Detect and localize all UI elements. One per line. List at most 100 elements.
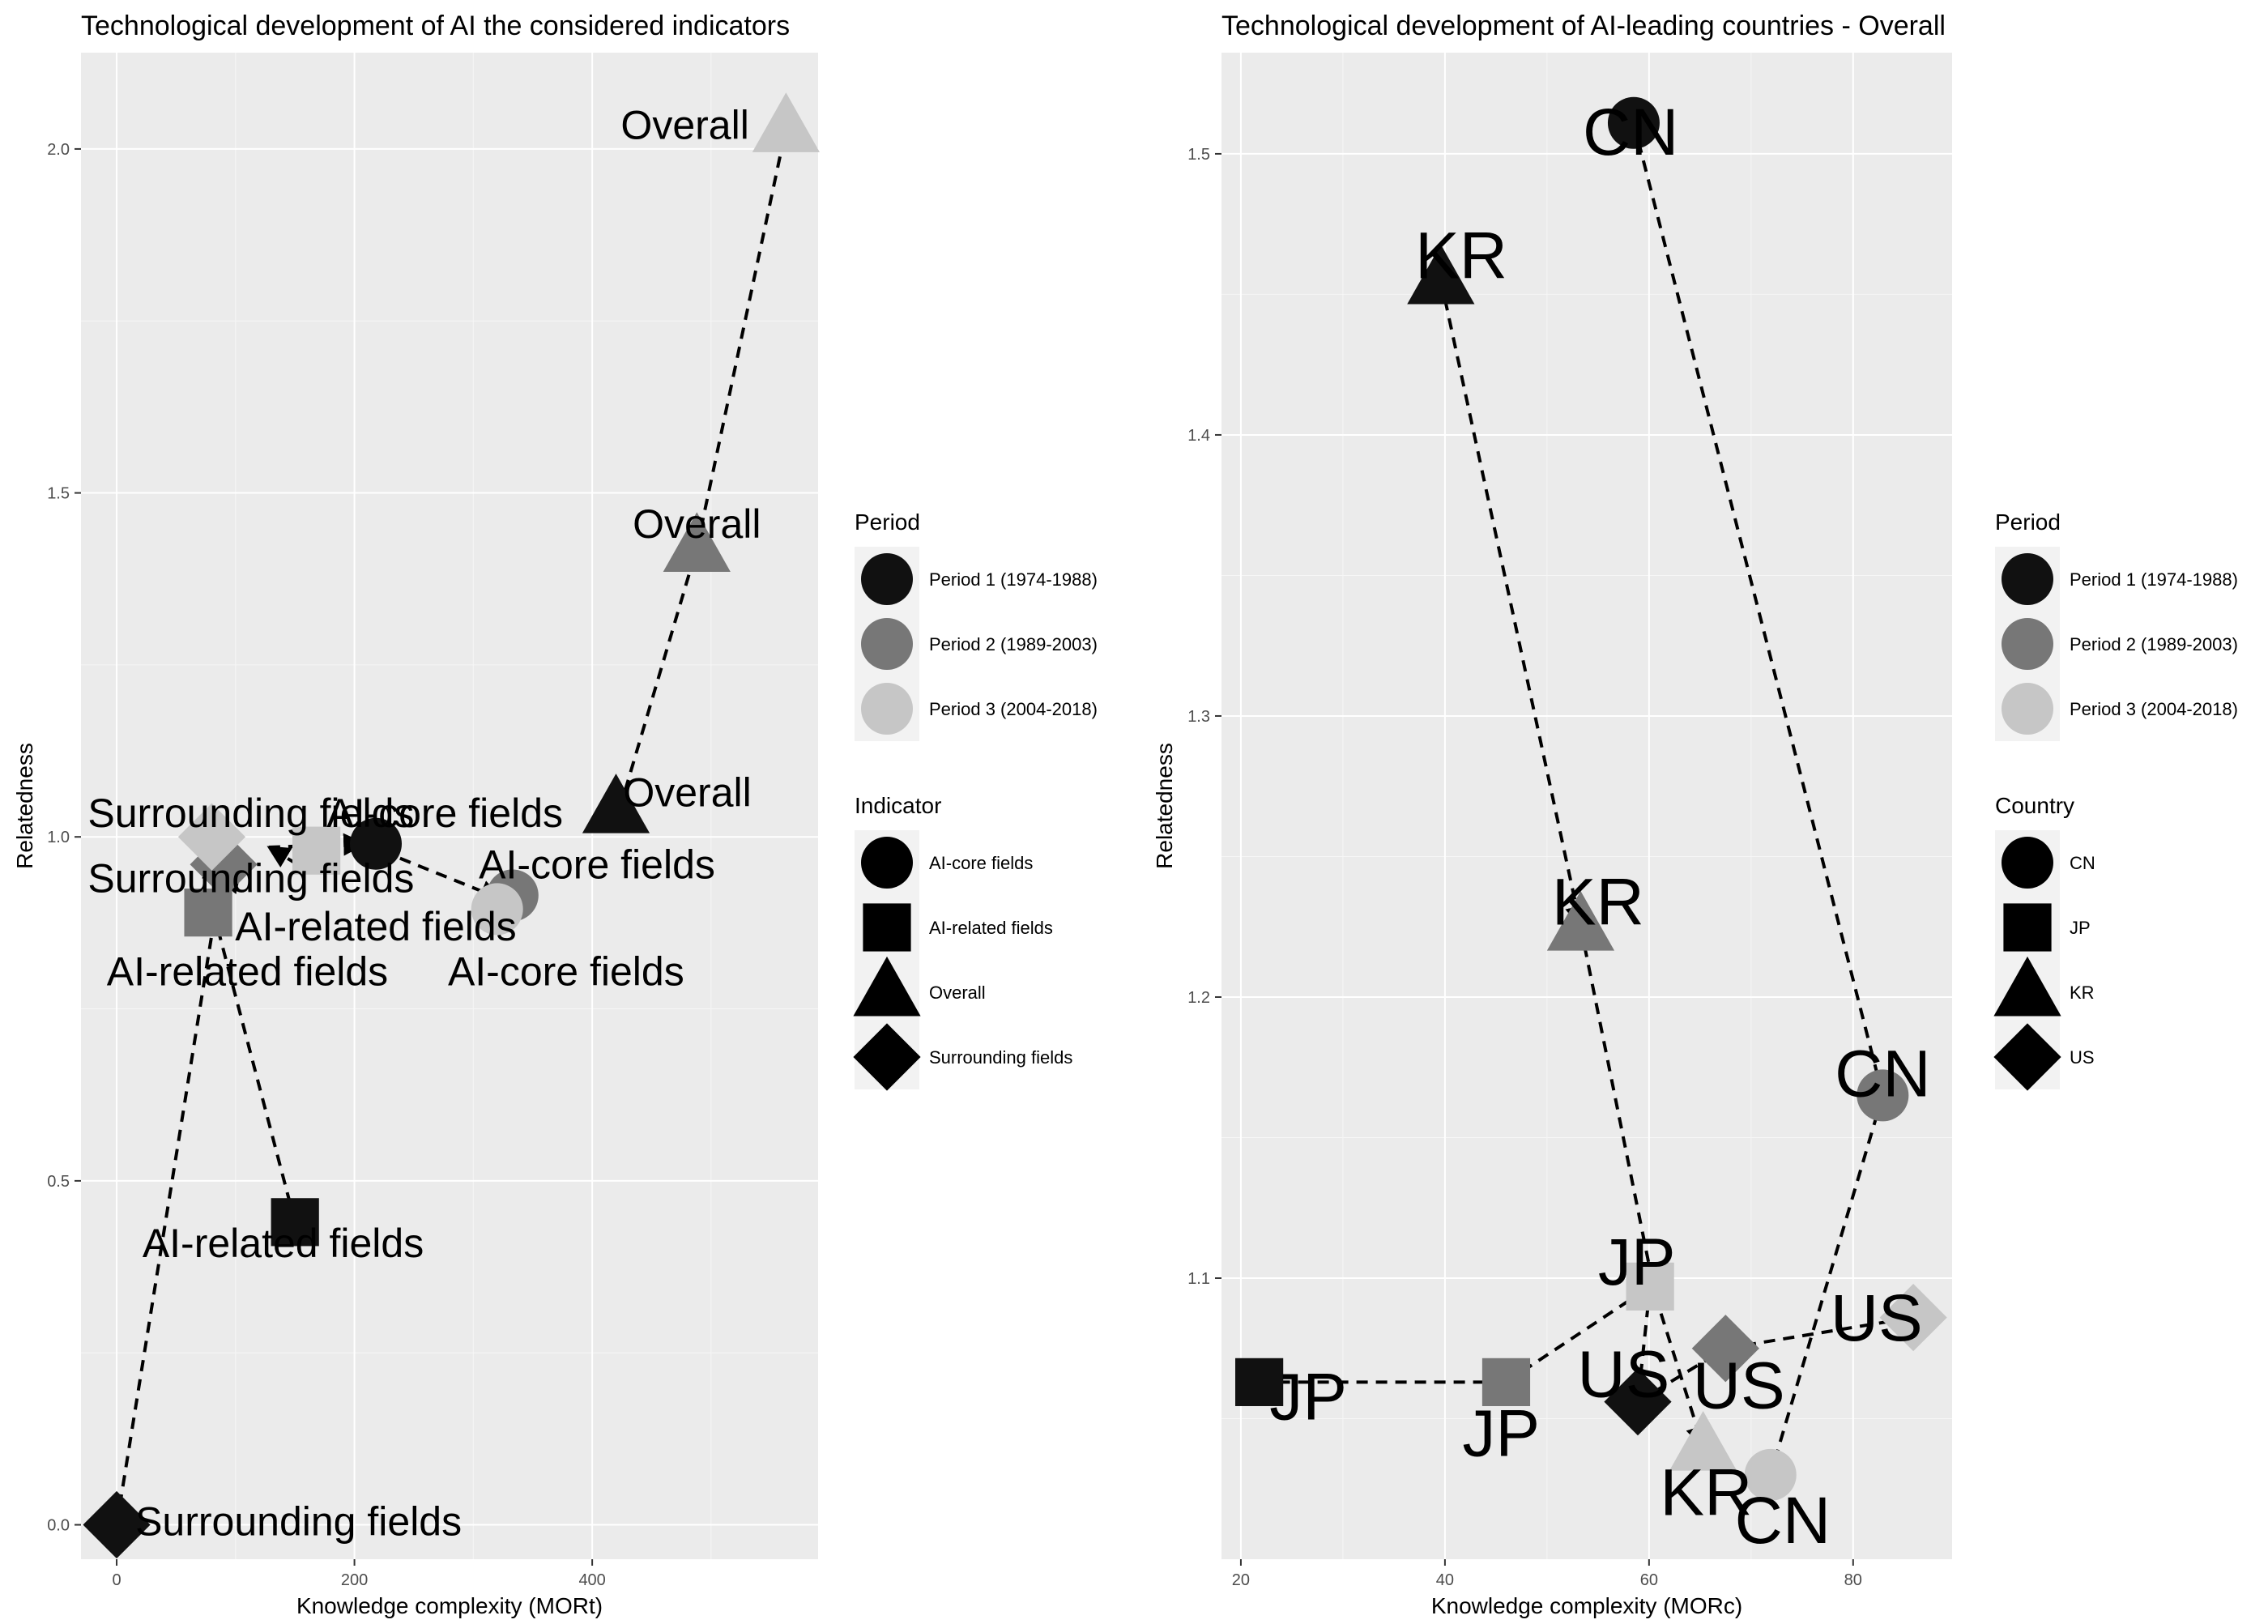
legend-label-shape: US (2070, 1047, 2095, 1068)
y-tick-label: 1.5 (47, 485, 70, 503)
point-label: Surrounding fields (87, 791, 414, 836)
legend-label-shape: Overall (929, 982, 986, 1003)
legend-key-period (861, 553, 913, 605)
legend-label-period: Period 3 (2004-2018) (2070, 699, 2238, 719)
data-point-surrounding-fields (177, 803, 246, 871)
legend-key-triangle (1993, 956, 2061, 1017)
point-label: Surrounding fields (135, 1499, 462, 1545)
legend-label-shape: AI-core fields (929, 853, 1033, 873)
x-tick-label: 20 (1232, 1571, 1250, 1589)
trajectory-arrow (1725, 1309, 1916, 1350)
x-tick-label: 400 (578, 1571, 605, 1589)
point-label: CN (1735, 1484, 1831, 1558)
data-point-cn (1857, 1069, 1909, 1122)
data-point-cn (1607, 96, 1660, 149)
legend-label-period: Period 1 (1974-1988) (2070, 569, 2238, 590)
legend-key-circle (2002, 837, 2053, 889)
x-tick-label: 200 (341, 1571, 368, 1589)
data-point-kr (1407, 244, 1475, 305)
data-point-us (1691, 1315, 1759, 1383)
legend: Period Period 1 (1974-1988) Period 2 (1989… (853, 509, 1098, 1091)
data-point-ai-related-fields (184, 889, 232, 937)
point-label: JP (1269, 1360, 1347, 1434)
point-label: AI-related fields (107, 948, 388, 994)
point-label: KR (1552, 866, 1644, 940)
y-tick-label: 1.3 (1187, 708, 1210, 726)
data-point-overall (752, 92, 820, 152)
point-label: KR (1660, 1456, 1752, 1529)
trajectory-arrow (1765, 1094, 1885, 1477)
trajectory-arrow (1439, 279, 1588, 929)
trajectory-arrow (1505, 1285, 1652, 1384)
data-point-jp (1235, 1358, 1284, 1406)
legend-key-diamond (1993, 1023, 2061, 1091)
legend-title-shape: Indicator (855, 793, 941, 818)
axis-ticks: 20 40 60 80 1.1 1.2 1.3 1.4 1.5 (1187, 146, 1862, 1589)
data-point-ai-core-fields (350, 817, 402, 870)
legend-key-period (2002, 618, 2053, 670)
x-tick-label: 80 (1844, 1571, 1862, 1589)
legend-key-square (863, 903, 911, 952)
y-axis-title: Relatedness (12, 743, 37, 869)
trajectory-arrows (1259, 122, 1916, 1477)
data-point-ai-related-fields (271, 1198, 319, 1247)
x-axis-title: Knowledge complexity (MORc) (1431, 1593, 1742, 1618)
data-point-jp (1481, 1358, 1531, 1406)
legend-key-period (861, 683, 913, 735)
y-tick-label: 1.4 (1187, 427, 1210, 445)
point-labels: Surrounding fields Surrounding fields Surr… (87, 103, 761, 1545)
y-axis-title: Relatedness (1152, 743, 1177, 869)
point-label: AI-core fields (326, 791, 563, 836)
legend-key-square (2003, 903, 2052, 952)
legend-key-period (2002, 683, 2053, 735)
legend-label-shape: Surrounding fields (929, 1047, 1072, 1068)
legend-label-shape: CN (2070, 853, 2095, 873)
y-tick-label: 1.1 (1187, 1270, 1210, 1288)
point-label: US (1577, 1338, 1669, 1412)
trajectory-arrow (1653, 1294, 1708, 1449)
y-tick-label: 2.0 (47, 141, 70, 159)
data-point-ai-core-fields (471, 883, 523, 936)
point-label: CN (1835, 1037, 1930, 1110)
data-point-overall (582, 774, 650, 833)
data-point-kr (1669, 1411, 1737, 1471)
data-point-ai-related-fields (292, 826, 341, 875)
point-label: AI-core fields (448, 948, 684, 994)
legend-title-shape: Country (1995, 793, 2074, 818)
trajectory-arrow (1632, 122, 1889, 1098)
x-tick-label: 0 (112, 1571, 121, 1589)
data-point-kr (1546, 891, 1615, 951)
legend-key-circle (861, 837, 913, 889)
point-label: Overall (620, 103, 748, 148)
legend: Period Period 1 (1974-1988) Period 2 (1989… (1993, 509, 2238, 1091)
x-tick-label: 40 (1436, 1571, 1454, 1589)
legend-label-shape: KR (2070, 982, 2095, 1003)
y-tick-label: 1.5 (1187, 146, 1210, 164)
point-label: Overall (633, 501, 761, 547)
y-tick-label: 0.0 (47, 1517, 70, 1535)
data-point-overall (663, 512, 731, 572)
data-point-surrounding-fields (83, 1490, 151, 1559)
chart-title: Technological development of AI the cons… (81, 11, 790, 41)
point-label: Surrounding fields (87, 856, 414, 902)
x-axis-title: Knowledge complexity (MORt) (296, 1593, 603, 1618)
x-tick-label: 60 (1640, 1571, 1658, 1589)
legend-key-diamond (853, 1023, 921, 1091)
trajectory-arrow (1579, 926, 1663, 1298)
legend-label-period: Period 3 (2004-2018) (929, 699, 1098, 719)
point-label: US (1693, 1349, 1785, 1422)
point-label: Overall (623, 769, 751, 815)
point-label: JP (1462, 1396, 1540, 1470)
y-tick-label: 0.5 (47, 1173, 70, 1191)
axis-ticks: 0 200 400 0.0 0.5 1.0 1.5 2.0 (47, 141, 606, 1589)
point-label: KR (1415, 219, 1507, 292)
gridlines (81, 53, 818, 1559)
point-label: AI-core fields (479, 842, 715, 888)
legend-label-shape: AI-related fields (929, 918, 1053, 938)
legend-label-period: Period 2 (1989-2003) (2070, 634, 2238, 654)
legend-title-period: Period (1995, 509, 2061, 535)
data-point-cn (1744, 1448, 1797, 1501)
point-label: JP (1598, 1225, 1676, 1299)
legend-label-shape: JP (2070, 918, 2091, 938)
